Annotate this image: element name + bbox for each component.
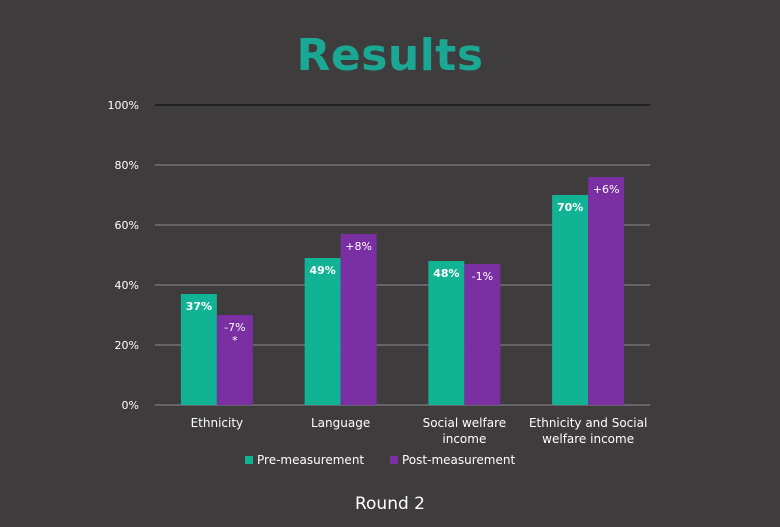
data-label: +6% xyxy=(593,183,620,196)
legend-swatch-0 xyxy=(245,456,253,464)
x-tick-label: Ethnicity and Social xyxy=(529,416,647,430)
bar-pre-measurement-2 xyxy=(428,261,465,405)
bar-post-measurement-3 xyxy=(588,177,625,405)
x-tick-label: Language xyxy=(311,416,370,430)
data-label: 48% xyxy=(433,267,459,280)
bar-pre-measurement-0 xyxy=(180,294,217,405)
data-label: 70% xyxy=(557,201,583,214)
round-caption: Round 2 xyxy=(354,494,425,514)
y-tick-label: 100% xyxy=(108,99,139,112)
bar-post-measurement-0 xyxy=(216,315,253,405)
y-axis-ticks: 0% 20% 40% 60% 80% 100% xyxy=(108,99,139,412)
y-tick-label: 0% xyxy=(122,399,139,412)
x-tick-label: welfare income xyxy=(542,432,634,446)
data-label: 37% xyxy=(186,300,212,313)
bar-post-measurement-1 xyxy=(340,234,377,405)
legend-label: Pre-measurement xyxy=(257,453,364,467)
data-label: 49% xyxy=(309,264,335,277)
legend: Pre-measurement Post-measurement xyxy=(245,453,515,467)
data-label: -7% xyxy=(224,321,245,334)
legend-swatch-1 xyxy=(390,456,398,464)
data-label: -1% xyxy=(472,270,493,283)
chart-title: Results xyxy=(296,30,484,81)
y-tick-label: 20% xyxy=(115,339,139,352)
legend-label: Post-measurement xyxy=(402,453,515,467)
y-tick-label: 60% xyxy=(115,219,139,232)
x-tick-label: income xyxy=(442,432,486,446)
y-tick-label: 40% xyxy=(115,279,139,292)
x-axis-ticks: Ethnicity Language Social welfare income Eth… xyxy=(191,416,648,446)
bar-pre-measurement-3 xyxy=(552,195,589,405)
data-label: +8% xyxy=(345,240,372,253)
x-tick-label: Ethnicity xyxy=(191,416,244,430)
x-tick-label: Social welfare xyxy=(423,416,507,430)
bar-pre-measurement-1 xyxy=(304,258,341,405)
data-label: * xyxy=(232,334,238,347)
y-tick-label: 80% xyxy=(115,159,139,172)
bars xyxy=(180,177,625,405)
bar-post-measurement-2 xyxy=(464,264,501,405)
data-labels: 37% -7%* 49% +8% 48% -1% 70% +6% xyxy=(186,183,620,347)
